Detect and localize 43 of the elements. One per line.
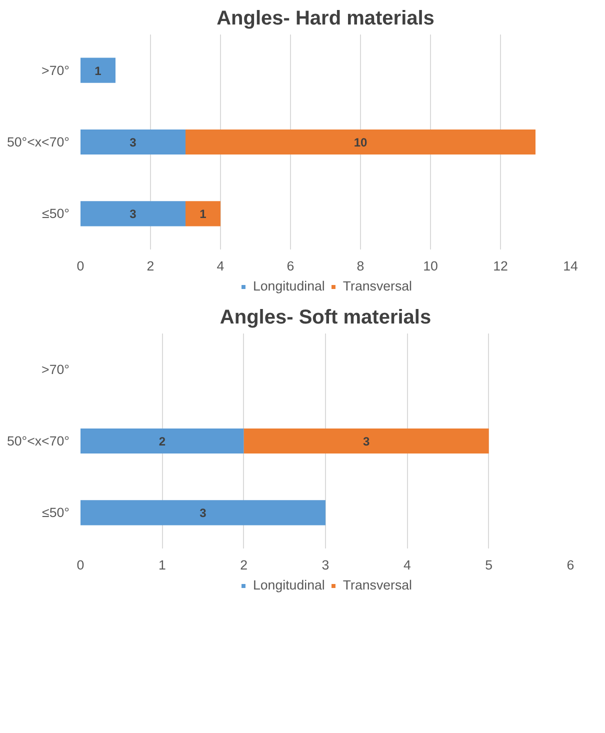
x-tick-label: 4: [403, 558, 412, 572]
y-tick-label: 50°<x<70°: [6, 134, 70, 150]
x-tick-label: 6: [286, 258, 294, 274]
bar: [80, 428, 244, 454]
chart-title: Angles- Hard materials: [216, 8, 434, 30]
y-tick-label: ≤50°: [42, 505, 70, 520]
x-tick-label: 0: [76, 558, 84, 572]
legend-label: Longitudinal: [252, 578, 325, 592]
x-tick-label: 2: [240, 558, 248, 572]
x-tick-label: 3: [322, 558, 330, 572]
bar: [186, 129, 536, 155]
data-label: 3: [130, 207, 137, 222]
data-label: 3: [200, 506, 207, 520]
x-tick-label: 12: [493, 258, 508, 274]
x-tick-label: 5: [485, 558, 493, 572]
bar: [80, 58, 116, 83]
legend-label: Transversal: [342, 278, 412, 294]
data-label: 3: [130, 136, 137, 150]
x-tick-label: 4: [216, 258, 225, 274]
y-tick-label: 50°<x<70°: [6, 434, 70, 448]
y-tick-label: >70°: [42, 62, 70, 78]
x-tick-label: 6: [566, 558, 574, 572]
legend-label: Longitudinal: [252, 278, 325, 294]
legend-label: Transversal: [342, 578, 412, 592]
bar: [80, 500, 326, 526]
y-tick-label: >70°: [42, 362, 70, 377]
y-tick-label: ≤50°: [42, 206, 70, 222]
data-label: 1: [200, 207, 207, 222]
bar: [80, 201, 186, 226]
data-label: 10: [354, 136, 368, 150]
data-label: 3: [362, 434, 370, 448]
bar: [186, 201, 220, 226]
data-label: 1: [94, 64, 102, 78]
bar: [80, 129, 186, 155]
bar: [244, 428, 489, 454]
x-tick-label: 8: [356, 258, 364, 274]
chart-title: Angles- Soft materials: [220, 306, 432, 328]
x-tick-label: 10: [423, 258, 438, 274]
data-label: 2: [158, 434, 166, 448]
x-tick-label: 14: [563, 258, 578, 274]
x-tick-label: 1: [158, 558, 166, 572]
x-tick-label: 0: [76, 258, 84, 274]
x-tick-label: 2: [146, 258, 154, 274]
